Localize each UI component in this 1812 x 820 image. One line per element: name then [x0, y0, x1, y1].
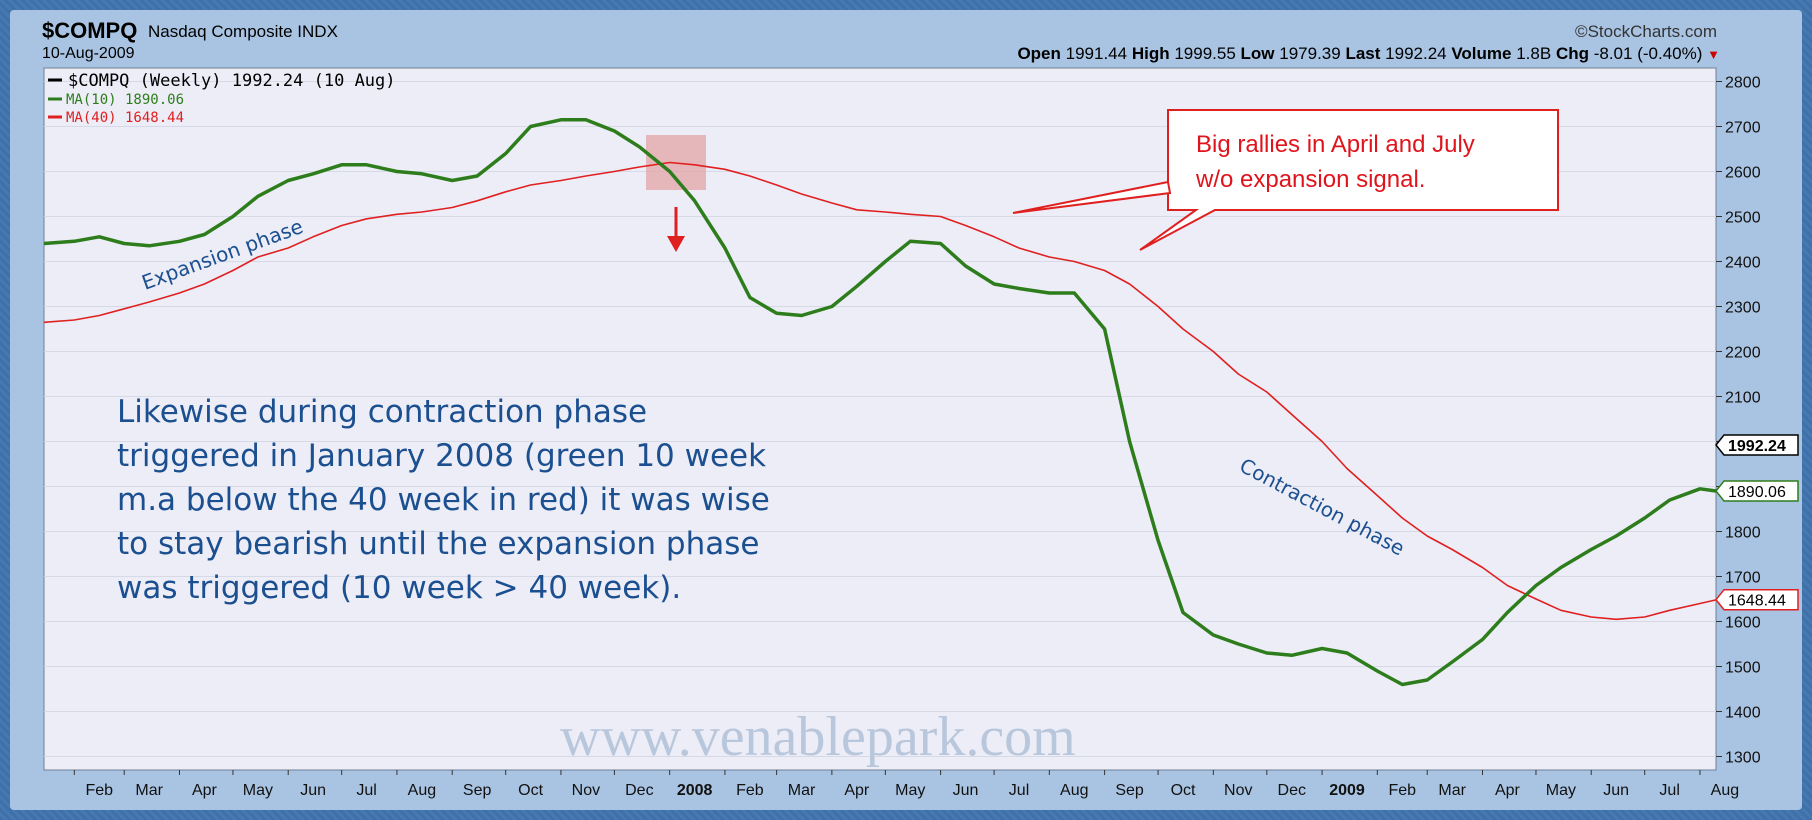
x-tick-label: Feb	[1388, 782, 1416, 799]
high-value: 1999.55	[1174, 44, 1236, 63]
x-tick-label: Nov	[572, 782, 600, 799]
volume-label: Volume	[1451, 44, 1512, 63]
down-arrow-icon	[667, 207, 685, 252]
stockcharts-brand: ©StockCharts.com	[1575, 22, 1717, 41]
high-label: High	[1131, 44, 1170, 63]
watermark: www.venablepark.com	[560, 706, 1076, 768]
y-tick-label: 2400	[1725, 255, 1761, 272]
x-tick-label: May	[895, 782, 925, 799]
commentary-line: triggered in January 2008 (green 10 week	[117, 438, 766, 474]
x-tick-label: Aug	[408, 782, 436, 799]
x-tick-label: Feb	[736, 782, 764, 799]
x-tick-label: May	[243, 782, 273, 799]
commentary-line: Likewise during contraction phase	[117, 394, 647, 430]
price-labels: 1992.24 1890.06 1648.44	[1715, 434, 1799, 611]
price-label-ma10: 1890.06	[1715, 480, 1799, 502]
x-tick-label: Oct	[518, 782, 543, 799]
legend: $COMPQ (Weekly) 1992.24 (10 Aug) MA(10) …	[48, 71, 396, 126]
x-tick-label: Jul	[356, 782, 376, 799]
open-value: 1991.44	[1065, 44, 1128, 63]
price-label-text: 1992.24	[1728, 438, 1786, 455]
chg-value: -8.01 (-0.40%)	[1593, 44, 1703, 63]
quote-summary: Open 1991.44 High 1999.55 Low 1979.39 La…	[1017, 44, 1720, 64]
y-tick-label: 1500	[1725, 660, 1761, 677]
y-tick-label: 2300	[1725, 300, 1761, 317]
commentary: Likewise during contraction phase trigge…	[117, 394, 770, 606]
x-tick-label: Jun	[1603, 782, 1629, 799]
low-label: Low	[1240, 44, 1275, 63]
price-label-box	[1715, 480, 1799, 502]
x-tick-label: Jun	[300, 782, 326, 799]
x-tick-label: Mar	[788, 782, 816, 799]
legend-price: $COMPQ (Weekly) 1992.24 (10 Aug)	[68, 71, 396, 91]
y-tick-label: 2800	[1725, 75, 1761, 92]
price-label-text: 1648.44	[1728, 593, 1786, 610]
y-tick-label: 2500	[1725, 210, 1761, 227]
x-tick-label: Feb	[85, 782, 113, 799]
x-tick-label: Mar	[135, 782, 163, 799]
low-value: 1979.39	[1279, 44, 1341, 63]
price-label-text: 1890.06	[1728, 484, 1786, 501]
x-tick-label: Aug	[1060, 782, 1088, 799]
x-tick-label: Oct	[1171, 782, 1196, 799]
y-tick-label: 1400	[1725, 705, 1761, 722]
commentary-line: m.a below the 40 week in red) it was wis…	[117, 482, 770, 518]
x-tick-label: Jul	[1009, 782, 1029, 799]
x-tick-label: Apr	[844, 782, 870, 799]
price-label-box	[1715, 434, 1799, 456]
price-label-ma40: 1648.44	[1715, 588, 1799, 611]
chart-date: 10-Aug-2009	[42, 45, 135, 62]
x-tick-label: Dec	[1278, 782, 1306, 799]
x-tick-label: Aug	[1711, 782, 1739, 799]
last-value: 1992.24	[1385, 44, 1447, 63]
y-tick-label: 2100	[1725, 390, 1761, 407]
x-tick-label: May	[1546, 782, 1576, 799]
callout-line2: w/o expansion signal.	[1195, 166, 1425, 193]
x-tick-label: Jun	[953, 782, 979, 799]
last-label: Last	[1345, 44, 1381, 63]
ma10-line	[43, 118, 1717, 687]
grid	[44, 81, 1716, 757]
x-tick-label: Dec	[625, 782, 653, 799]
x-axis: Feb Mar Apr May Jun Jul Aug Sep Oct Nov Dec 2008 Feb…	[73, 770, 1739, 799]
down-triangle-icon: ▼	[1707, 47, 1720, 62]
y-tick-label: 2200	[1725, 345, 1761, 362]
y-tick-label: 1700	[1725, 570, 1761, 587]
legend-ma40: MA(40) 1648.44	[66, 110, 184, 126]
x-tick-label: Sep	[463, 782, 492, 799]
x-tick-label: Mar	[1438, 782, 1466, 799]
chg-label: Chg	[1555, 44, 1589, 63]
x-tick-label: Sep	[1115, 782, 1144, 799]
x-tick-label: Apr	[192, 782, 218, 799]
x-tick-label: 2008	[677, 782, 713, 799]
callout: Big rallies in April and July w/o expans…	[1012, 109, 1559, 251]
y-tick-label: 1800	[1725, 525, 1761, 542]
series-lines	[43, 118, 1717, 687]
y-tick-label: 2700	[1725, 120, 1761, 137]
y-axis: 1300140015001600170018001900200021002200…	[1716, 75, 1761, 767]
y-tick-label: 1300	[1725, 750, 1761, 767]
symbol-name: Nasdaq Composite INDX	[148, 22, 338, 41]
open-label: Open	[1017, 44, 1061, 63]
x-tick-label: 2009	[1329, 782, 1365, 799]
legend-ma10: MA(10) 1890.06	[66, 92, 184, 108]
x-tick-label: Jul	[1659, 782, 1679, 799]
x-tick-label: Apr	[1495, 782, 1521, 799]
commentary-line: was triggered (10 week > 40 week).	[117, 570, 681, 606]
x-tick-label: Nov	[1224, 782, 1252, 799]
commentary-line: to stay bearish until the expansion phas…	[117, 526, 759, 562]
ma40-line	[43, 161, 1717, 621]
symbol-title: $COMPQ	[42, 18, 138, 43]
price-label-last: 1992.24	[1715, 434, 1799, 456]
y-tick-label: 2600	[1725, 165, 1761, 182]
y-tick-label: 1600	[1725, 615, 1761, 632]
volume-value: 1.8B	[1516, 44, 1552, 63]
callout-line1: Big rallies in April and July	[1196, 131, 1475, 158]
price-label-box	[1715, 588, 1799, 611]
